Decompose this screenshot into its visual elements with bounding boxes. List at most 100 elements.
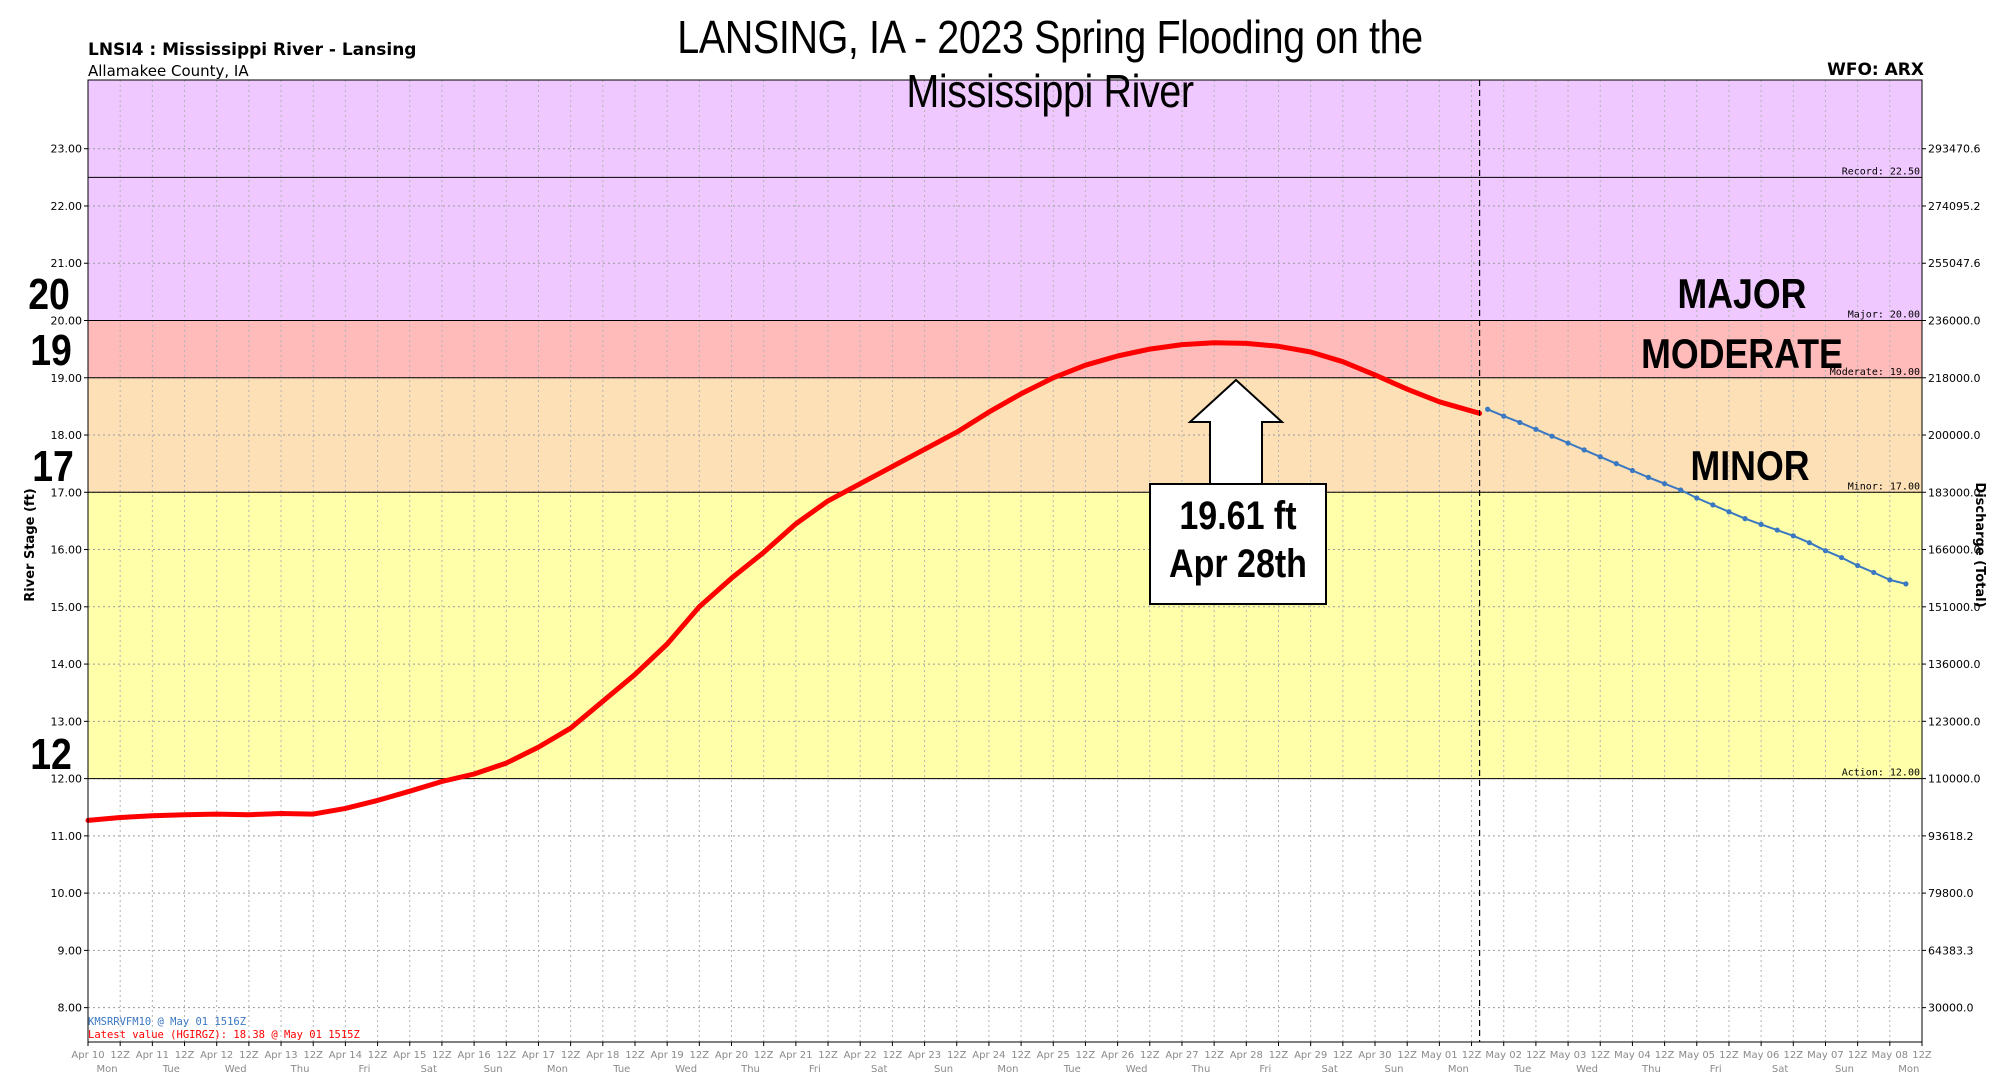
y-tick-label: 22.00: [51, 200, 83, 213]
x-tick-label: 12Z: [1397, 1050, 1417, 1061]
y2-tick-label: 183000.0: [1928, 486, 1981, 499]
x-tick-day-label: Fri: [809, 1064, 821, 1075]
x-tick-day-label: Tue: [162, 1064, 180, 1075]
x-tick-label: Apr 16: [458, 1050, 491, 1061]
x-tick-label: May 04: [1614, 1050, 1651, 1061]
y-tick-label: 18.00: [51, 429, 83, 442]
x-tick-label: Apr 28: [1230, 1050, 1263, 1061]
forecast-point: [1903, 581, 1909, 587]
y-tick-label: 23.00: [51, 143, 83, 156]
y2-tick-label: 93618.2: [1928, 830, 1974, 843]
x-tick-label: 12Z: [1655, 1050, 1675, 1061]
y2-tick-label: 110000.0: [1928, 773, 1981, 786]
x-tick-day-label: Wed: [1576, 1064, 1598, 1075]
wfo-label: WFO: ARX: [1827, 60, 1924, 80]
flood-band-moderate: [88, 320, 1922, 378]
x-tick-label: 12Z: [303, 1050, 323, 1061]
forecast-point: [1710, 502, 1716, 508]
x-tick-label: Apr 15: [393, 1050, 426, 1061]
x-tick-label: Apr 19: [651, 1050, 684, 1061]
x-tick-day-label: Sat: [871, 1064, 887, 1075]
y2-tick-label: 64383.3: [1928, 944, 1974, 957]
x-tick-day-label: Tue: [1513, 1064, 1531, 1075]
y-tick-label: 15.00: [51, 601, 83, 614]
x-tick-day-label: Sat: [1321, 1064, 1337, 1075]
y-tick-label: 16.00: [51, 544, 83, 557]
forecast-point: [1678, 487, 1684, 493]
category-label-major: MAJOR: [1677, 270, 1807, 317]
x-tick-label: 12Z: [239, 1050, 259, 1061]
x-tick-day-label: Sun: [934, 1064, 953, 1075]
x-tick-day-label: Sun: [1835, 1064, 1854, 1075]
x-tick-day-label: Thu: [740, 1064, 760, 1075]
forecast-point: [1694, 495, 1700, 501]
x-tick-day-label: Thu: [290, 1064, 310, 1075]
y-tick-label: 10.00: [51, 887, 83, 900]
y2-tick-label: 200000.0: [1928, 429, 1981, 442]
big-stage-label-20: 20: [28, 270, 70, 319]
series-line-observed: [85, 340, 1483, 823]
forecast-point: [1549, 433, 1555, 439]
x-tick-day-label: Sat: [421, 1064, 437, 1075]
forecast-point: [1501, 413, 1507, 419]
flood-band-action: [88, 492, 1922, 779]
forecast-point: [1629, 467, 1636, 474]
x-tick-label: 12Z: [432, 1050, 452, 1061]
y2-tick-label: 218000.0: [1928, 372, 1981, 385]
x-tick-label: 12Z: [1848, 1050, 1868, 1061]
threshold-label-record: Record: 22.50: [1842, 166, 1920, 177]
y-tick-label: 12.00: [51, 773, 83, 786]
x-tick-label: Apr 20: [715, 1050, 748, 1061]
x-tick-label: May 02: [1485, 1050, 1522, 1061]
y2-tick-label: 123000.0: [1928, 715, 1981, 728]
y2-tick-label: 30000.0: [1928, 1002, 1974, 1015]
x-tick-day-label: Thu: [1641, 1064, 1661, 1075]
x-tick-day-label: Mon: [547, 1064, 568, 1075]
x-tick-day-label: Thu: [1191, 1064, 1211, 1075]
y2-tick-label: 255047.6: [1928, 257, 1981, 270]
x-tick-label: 12Z: [1076, 1050, 1096, 1061]
x-tick-label: Apr 27: [1165, 1050, 1198, 1061]
y2-tick-label: 166000.0: [1928, 544, 1981, 557]
x-tick-label: 12Z: [1912, 1050, 1932, 1061]
x-tick-label: 12Z: [1462, 1050, 1482, 1061]
forecast-point: [1742, 516, 1748, 522]
x-tick-day-label: Sat: [1772, 1064, 1788, 1075]
x-tick-label: Apr 10: [71, 1050, 104, 1061]
forecast-point: [1613, 461, 1619, 467]
crest-callout-stage: 19.61 ft: [1179, 494, 1297, 538]
y2-tick-label: 136000.0: [1928, 658, 1981, 671]
x-tick-label: 12Z: [754, 1050, 774, 1061]
y2-tick-label: 151000.0: [1928, 601, 1981, 614]
threshold-label-action: Action: 12.00: [1842, 768, 1920, 779]
forecast-point: [1485, 406, 1491, 412]
x-tick-label: 12Z: [883, 1050, 903, 1061]
forecast-point: [1565, 440, 1571, 446]
y-tick-label: 21.00: [51, 257, 83, 270]
x-tick-label: May 05: [1678, 1050, 1715, 1061]
plot-frame: [87, 79, 1923, 1043]
crest-callout-box: [1149, 483, 1327, 605]
county-subtitle: Allamakee County, IA: [88, 62, 249, 80]
forecast-point: [1533, 426, 1539, 432]
x-tick-day-label: Mon: [1898, 1064, 1919, 1075]
forecast-point: [1774, 527, 1780, 533]
x-tick-label: May 06: [1743, 1050, 1780, 1061]
x-tick-day-label: Mon: [997, 1064, 1018, 1075]
y2-tick-label: 293470.6: [1928, 143, 1981, 156]
forecast-point: [1790, 533, 1796, 539]
x-tick-day-label: Wed: [1126, 1064, 1148, 1075]
x-tick-label: May 01: [1421, 1050, 1458, 1061]
x-tick-label: 12Z: [947, 1050, 967, 1061]
x-tick-label: Apr 21: [779, 1050, 812, 1061]
x-tick-label: 12Z: [1784, 1050, 1804, 1061]
x-tick-label: 12Z: [1590, 1050, 1610, 1061]
category-label-minor: MINOR: [1690, 442, 1810, 489]
x-tick-day-label: Fri: [358, 1064, 370, 1075]
x-tick-label: 12Z: [1204, 1050, 1224, 1061]
forecast-point: [1887, 577, 1893, 583]
forecast-point: [1855, 562, 1861, 569]
x-tick-label: Apr 12: [200, 1050, 233, 1061]
threshold-label-moderate: Moderate: 19.00: [1830, 367, 1920, 378]
